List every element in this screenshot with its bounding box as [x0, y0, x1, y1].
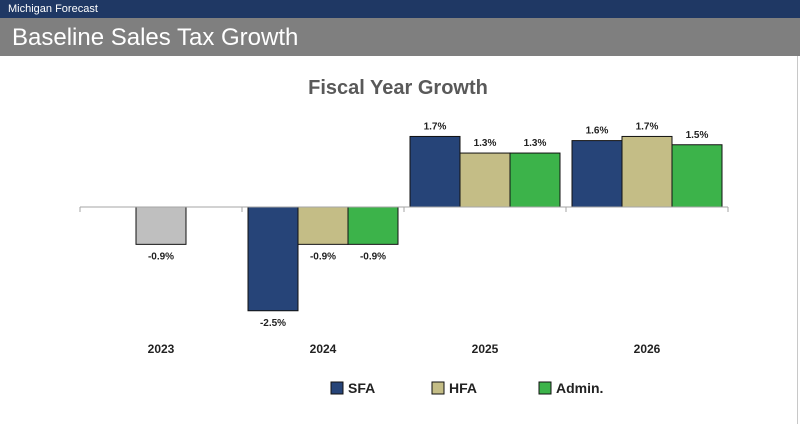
- legend-label-sfa: SFA: [348, 380, 375, 396]
- data-label-hfa-2026: 1.7%: [636, 121, 659, 132]
- chart-title: Fiscal Year Growth: [308, 77, 488, 99]
- bar-sfa-2026: [571, 140, 623, 208]
- legend-label-admin: Admin.: [556, 380, 603, 396]
- chart-data-labels: -0.9% -2.5% -0.9% -0.9% 1.7% 1.3% 1.3% 1.6% 1.7%…: [148, 121, 709, 328]
- bar-sfa-2025: [409, 135, 461, 208]
- data-label-admin-2026: 1.5%: [686, 130, 709, 141]
- bar-admin-2025: [509, 152, 561, 208]
- data-label-sfa-2025: 1.7%: [424, 121, 447, 132]
- chart-axis: [79, 206, 729, 212]
- category-label-2025: 2025: [472, 342, 499, 356]
- data-label-hfa-2023: -0.9%: [148, 251, 174, 262]
- data-label-hfa-2024: -0.9%: [310, 251, 336, 262]
- fiscal-year-growth-chart: Fiscal Year Growth -0.9% -2.5% -0.9% -0.9% 1…: [79, 77, 729, 396]
- chart-legend: SFA HFA Admin.: [330, 380, 603, 396]
- report-subtitle: Michigan Forecast: [8, 3, 98, 15]
- bar-hfa-2024: [297, 206, 349, 245]
- category-label-2026: 2026: [634, 342, 661, 356]
- chart-category-labels: 2023 2024 2025 2026: [148, 342, 661, 356]
- right-edge-line: [797, 56, 798, 424]
- legend-swatch-hfa: [431, 381, 445, 395]
- data-label-sfa-2026: 1.6%: [586, 126, 609, 137]
- page-title: Baseline Sales Tax Growth: [12, 24, 299, 51]
- bar-hfa-2025: [459, 152, 511, 208]
- chart-bars: [135, 135, 723, 312]
- category-label-2023: 2023: [148, 342, 175, 356]
- legend-swatch-sfa: [330, 381, 344, 395]
- data-label-sfa-2024: -2.5%: [260, 318, 286, 329]
- page-title-bar: Baseline Sales Tax Growth: [0, 18, 800, 56]
- data-label-hfa-2025: 1.3%: [474, 138, 497, 149]
- data-label-admin-2024: -0.9%: [360, 251, 386, 262]
- bar-admin-2024: [347, 206, 399, 245]
- bar-admin-2026: [671, 144, 723, 208]
- report-header-bar: Michigan Forecast: [0, 0, 800, 18]
- bar-sfa-2024: [247, 206, 299, 312]
- legend-swatch-admin: [538, 381, 552, 395]
- data-label-admin-2025: 1.3%: [524, 138, 547, 149]
- legend-label-hfa: HFA: [449, 380, 477, 396]
- bar-hfa-2026: [621, 135, 673, 208]
- bar-hfa-2023: [135, 206, 187, 245]
- category-label-2024: 2024: [310, 342, 337, 356]
